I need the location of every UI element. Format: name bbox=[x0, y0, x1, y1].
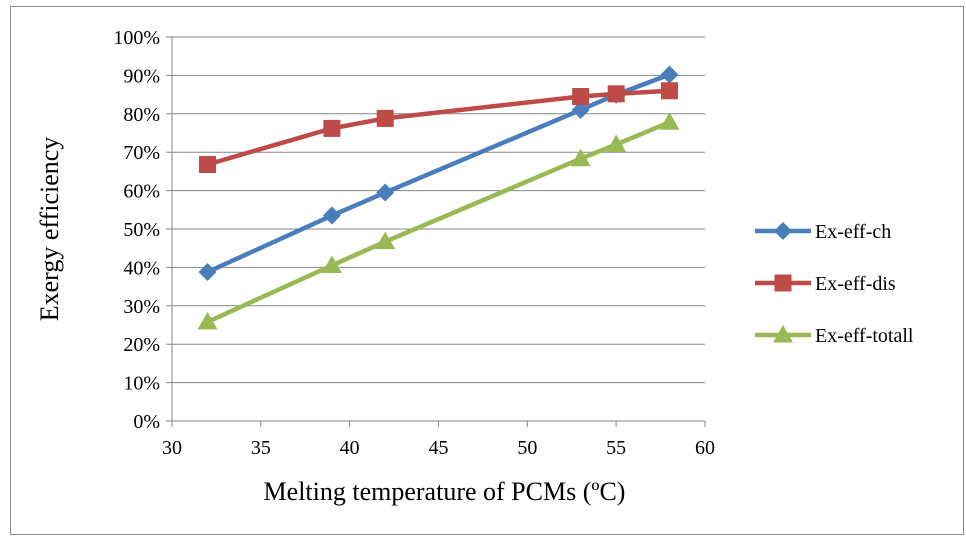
data-point bbox=[197, 311, 218, 330]
x-tick-label: 35 bbox=[251, 437, 271, 459]
legend-swatch-marker bbox=[773, 325, 793, 343]
x-tick-label: 40 bbox=[340, 437, 360, 459]
data-point bbox=[376, 183, 395, 202]
chart-frame bbox=[10, 6, 964, 535]
axis-layer: 0% 10% 20% 30% 40% 50% 60% 70% 80% 90% 100% 30 35 40 4… bbox=[113, 27, 715, 459]
data-point bbox=[376, 109, 394, 127]
legend-item-ex-eff-dis: Ex-eff-dis bbox=[755, 273, 896, 295]
series-line bbox=[206, 72, 671, 275]
y-tick-label: 90% bbox=[123, 65, 160, 87]
y-tick-label: 60% bbox=[123, 181, 160, 203]
legend-item-ex-eff-totall: Ex-eff-totall bbox=[755, 325, 914, 347]
legend-item-ex-eff-ch: Ex-eff-ch bbox=[755, 221, 891, 243]
y-axis-title: Exergy efficiency bbox=[35, 137, 64, 322]
y-tick-label: 80% bbox=[123, 104, 160, 126]
data-point bbox=[571, 100, 590, 119]
data-point bbox=[660, 82, 678, 100]
y-tick-label: 40% bbox=[123, 257, 160, 279]
data-point bbox=[323, 119, 341, 137]
legend-label: Ex-eff-dis bbox=[815, 273, 896, 295]
data-point bbox=[375, 231, 396, 250]
data-point bbox=[660, 65, 679, 84]
series-ex-eff-ch bbox=[198, 65, 679, 282]
x-tick-label: 60 bbox=[695, 437, 715, 459]
x-tick-label: 55 bbox=[606, 437, 626, 459]
series-ex-eff-dis bbox=[199, 82, 678, 173]
y-tick-label: 20% bbox=[123, 334, 160, 356]
data-point bbox=[572, 88, 590, 106]
data-point bbox=[607, 85, 625, 103]
x-axis-title: Melting temperature of PCMs (ºC) bbox=[264, 477, 626, 506]
data-point bbox=[199, 155, 217, 173]
series-line bbox=[206, 120, 671, 324]
data-point bbox=[606, 134, 627, 153]
y-tick-label: 0% bbox=[133, 411, 160, 433]
data-point bbox=[570, 148, 591, 167]
legend-label: Ex-eff-ch bbox=[815, 221, 891, 243]
series-ex-eff-totall bbox=[197, 112, 680, 330]
data-point bbox=[198, 263, 217, 282]
y-tick-label: 100% bbox=[113, 27, 160, 49]
y-tick-label: 10% bbox=[123, 373, 160, 395]
series-layer bbox=[197, 65, 680, 330]
x-tick-label: 45 bbox=[429, 437, 449, 459]
legend-label: Ex-eff-totall bbox=[815, 325, 914, 347]
legend-swatch-marker bbox=[774, 274, 792, 292]
y-tick-label: 50% bbox=[123, 219, 160, 241]
y-tick-label: 30% bbox=[123, 296, 160, 318]
data-point bbox=[659, 112, 680, 130]
x-tick-label: 50 bbox=[517, 437, 537, 459]
series-line bbox=[206, 88, 670, 167]
legend-swatch-marker bbox=[774, 222, 792, 240]
x-tick-label: 30 bbox=[162, 437, 182, 459]
data-point bbox=[322, 206, 341, 225]
legend-layer: Ex-eff-ch Ex-eff-dis Ex-eff-totall bbox=[755, 221, 914, 347]
data-point bbox=[321, 255, 342, 273]
y-tick-label: 70% bbox=[123, 142, 160, 164]
